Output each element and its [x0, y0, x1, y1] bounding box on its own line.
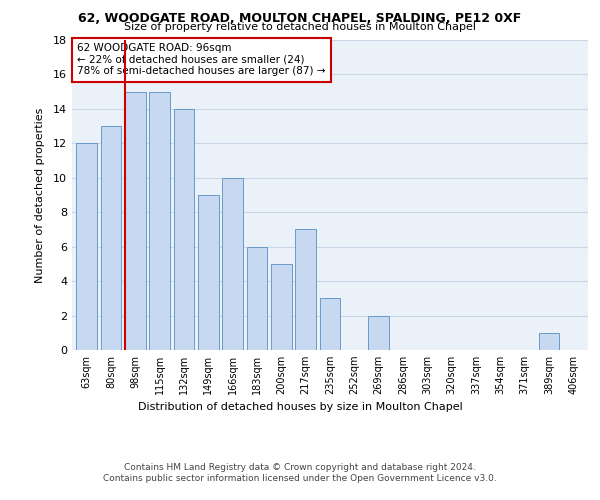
- Bar: [173, 109, 194, 350]
- Bar: [320, 298, 340, 350]
- Bar: [198, 195, 218, 350]
- Bar: [368, 316, 389, 350]
- Bar: [222, 178, 243, 350]
- Y-axis label: Number of detached properties: Number of detached properties: [35, 108, 44, 282]
- Text: Size of property relative to detached houses in Moulton Chapel: Size of property relative to detached ho…: [124, 22, 476, 32]
- Bar: [125, 92, 146, 350]
- Bar: [539, 333, 559, 350]
- Bar: [149, 92, 170, 350]
- Text: Contains HM Land Registry data © Crown copyright and database right 2024.: Contains HM Land Registry data © Crown c…: [124, 462, 476, 471]
- Bar: [295, 230, 316, 350]
- Text: 62 WOODGATE ROAD: 96sqm
← 22% of detached houses are smaller (24)
78% of semi-de: 62 WOODGATE ROAD: 96sqm ← 22% of detache…: [77, 43, 326, 76]
- Bar: [247, 246, 268, 350]
- Bar: [101, 126, 121, 350]
- Text: Contains public sector information licensed under the Open Government Licence v3: Contains public sector information licen…: [103, 474, 497, 483]
- Text: 62, WOODGATE ROAD, MOULTON CHAPEL, SPALDING, PE12 0XF: 62, WOODGATE ROAD, MOULTON CHAPEL, SPALD…: [79, 12, 521, 26]
- Text: Distribution of detached houses by size in Moulton Chapel: Distribution of detached houses by size …: [137, 402, 463, 412]
- Bar: [76, 144, 97, 350]
- Bar: [271, 264, 292, 350]
